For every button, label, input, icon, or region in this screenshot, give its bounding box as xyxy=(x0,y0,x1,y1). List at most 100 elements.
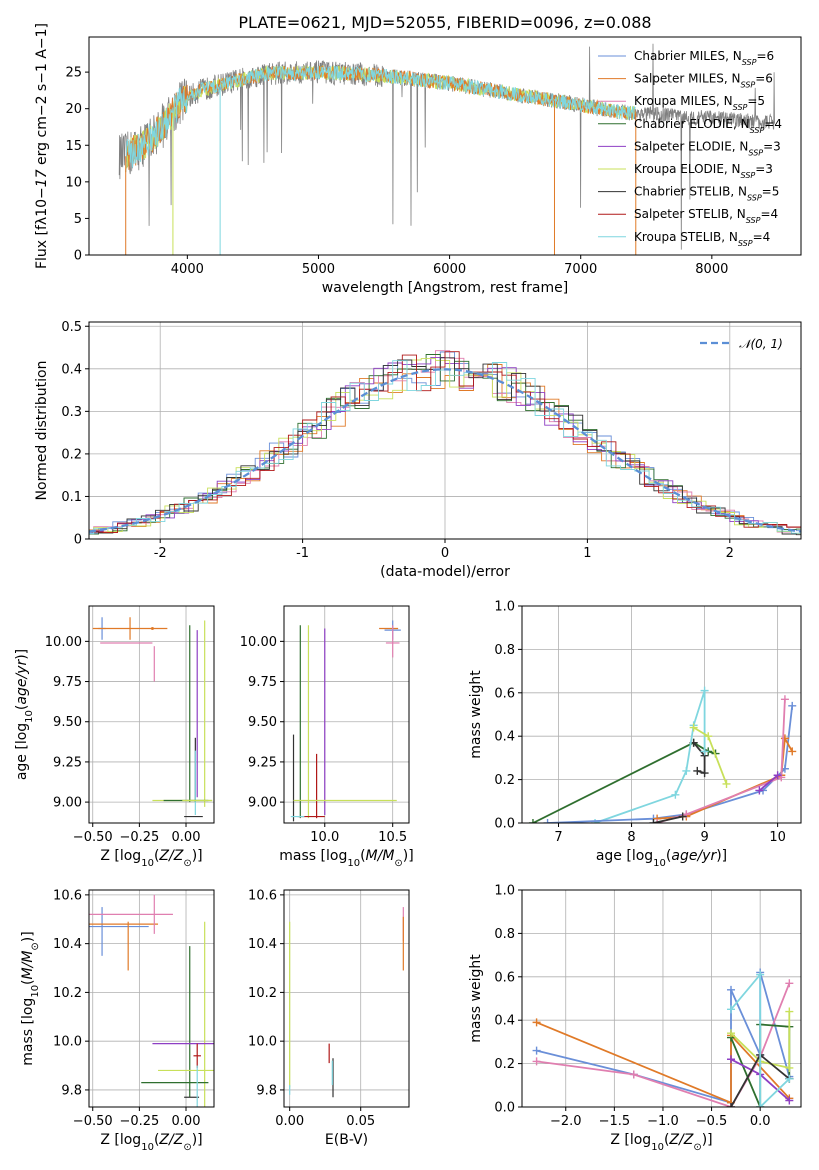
plus-marker xyxy=(682,766,691,775)
weight-line xyxy=(758,774,779,792)
label-part: SSP xyxy=(748,148,763,157)
label-part: SSP xyxy=(738,238,753,247)
y-tick-label: 1.0 xyxy=(494,884,515,899)
x-axis-label: Z [log10(Z/Z⊙)] xyxy=(610,1132,712,1153)
y-tick-label: 0.0 xyxy=(494,817,515,832)
plus-marker xyxy=(785,1007,794,1016)
weight-line xyxy=(594,690,706,823)
plus-marker xyxy=(788,747,797,756)
data-point xyxy=(150,627,154,631)
label-part: Chabrier STELIB, N xyxy=(634,185,747,199)
x-tick-label: 4000 xyxy=(171,262,204,277)
y-tick-label: 10 xyxy=(65,175,82,190)
label-part: age/yr xyxy=(671,848,717,864)
plus-marker xyxy=(722,779,731,788)
label-part: Z/Z xyxy=(158,848,183,864)
y-tick-label: 9.25 xyxy=(53,755,82,770)
plus-marker xyxy=(649,819,658,823)
label-part: M/M xyxy=(20,951,36,980)
x-tick-label: 10.0 xyxy=(310,830,339,845)
label-part: Flux [f xyxy=(34,224,50,269)
plus-marker xyxy=(653,819,662,823)
label-part: Kroupa MILES, N xyxy=(634,94,733,108)
y-tick-label: 0.5 xyxy=(61,320,82,335)
plus-marker xyxy=(727,1029,736,1038)
label-part: SSP xyxy=(741,171,756,180)
x-tick-label: 6000 xyxy=(433,262,466,277)
label-part: ( xyxy=(14,705,30,710)
age_vs_Z-plot-area xyxy=(92,617,213,818)
label-part: 10 xyxy=(30,985,41,998)
label-part: SSP xyxy=(741,80,756,89)
label-part: mass [log xyxy=(279,848,347,864)
x-tick-label: 10.5 xyxy=(378,830,407,845)
label-part: SSP xyxy=(746,216,761,225)
label-part: )] xyxy=(192,848,203,864)
plus-marker xyxy=(532,1057,541,1066)
plus-marker xyxy=(700,686,709,695)
x-tick-label: −0.50 xyxy=(73,1114,113,1129)
label-part: −17 xyxy=(34,169,50,199)
label-part: −1 xyxy=(34,63,50,84)
y-axis-label: Flux [fλ10−17 erg cm−2 s−1 A−1] xyxy=(34,23,50,269)
mass_vs_ebv-plot-area xyxy=(289,907,404,1098)
mass_vs_Z-frame xyxy=(88,889,215,1108)
label-part: ( xyxy=(664,1132,669,1148)
y-tick-label: 10.2 xyxy=(248,986,277,1001)
y-tick-label: 0.4 xyxy=(494,730,515,745)
y-tick-label: 1.0 xyxy=(494,600,515,615)
x-axis-label: mass [log10(M/M⊙)] xyxy=(279,848,413,869)
label-part: )] xyxy=(20,931,36,942)
x-axis-label: wavelength [Angstrom, rest frame] xyxy=(322,280,568,296)
weight_vs_Z-frame xyxy=(521,889,802,1108)
plus-marker xyxy=(755,786,764,795)
y-tick-label: 9.75 xyxy=(248,675,277,690)
label-part: Z [log xyxy=(100,1132,141,1148)
model-spectrum-kroupa_stelib xyxy=(125,65,636,173)
label-part: 10 xyxy=(34,199,50,217)
y-tick-label: 10.00 xyxy=(240,635,277,650)
label-part: Z [log xyxy=(100,848,141,864)
y-tick-label: 9.00 xyxy=(248,796,277,811)
plus-marker xyxy=(689,723,698,732)
x-tick-label: −1.0 xyxy=(647,1114,679,1129)
label-part: =4 xyxy=(753,230,771,244)
plus-marker xyxy=(704,732,713,741)
weight-line xyxy=(692,742,706,775)
plus-marker xyxy=(727,1103,736,1107)
label-part: =6 xyxy=(756,49,774,63)
x-tick-label: 0.05 xyxy=(346,1114,375,1129)
label-part: age [log xyxy=(596,848,653,864)
y-tick-label: 9.50 xyxy=(248,715,277,730)
label-part: SSP xyxy=(747,193,762,202)
label-part: SSP xyxy=(750,125,765,134)
y-tick-label: 10.0 xyxy=(53,1035,82,1050)
weight_vs_age-plot-area xyxy=(528,686,797,823)
y-tick-label: 15 xyxy=(65,139,82,154)
weight-line xyxy=(730,972,790,1107)
y-axis-label: Normed distribution xyxy=(34,361,50,501)
histogram-step-kroupa_stelib xyxy=(89,360,801,535)
y-axis-label: age [log10(age/yr)] xyxy=(14,649,35,780)
x-tick-label: 5000 xyxy=(302,262,335,277)
y-tick-label: 0.2 xyxy=(61,447,82,462)
residual_hist-plot-area xyxy=(89,350,801,536)
legend-label: 𝒩(0, 1) xyxy=(739,337,783,351)
histogram-step-salpeter_stelib xyxy=(89,351,801,534)
legend-label: Chabrier ELODIE, NSSP=4 xyxy=(634,117,782,135)
label-part: Chabrier ELODIE, N xyxy=(634,117,750,131)
label-part: −1 xyxy=(34,28,50,49)
y-tick-label: 0.3 xyxy=(61,405,82,420)
label-part: λ xyxy=(34,217,50,225)
x-tick-label: 7000 xyxy=(564,262,597,277)
label-part: A xyxy=(34,49,50,63)
y-tick-label: 0.6 xyxy=(494,970,515,985)
weight-line xyxy=(653,815,683,823)
plus-marker xyxy=(678,812,687,821)
weight_vs_Z-plot-area xyxy=(532,968,794,1107)
plus-marker xyxy=(785,979,794,988)
legend-label: Salpeter ELODIE, NSSP=3 xyxy=(634,139,781,157)
label-part: 10 xyxy=(347,858,360,869)
label-part: =3 xyxy=(763,139,781,153)
